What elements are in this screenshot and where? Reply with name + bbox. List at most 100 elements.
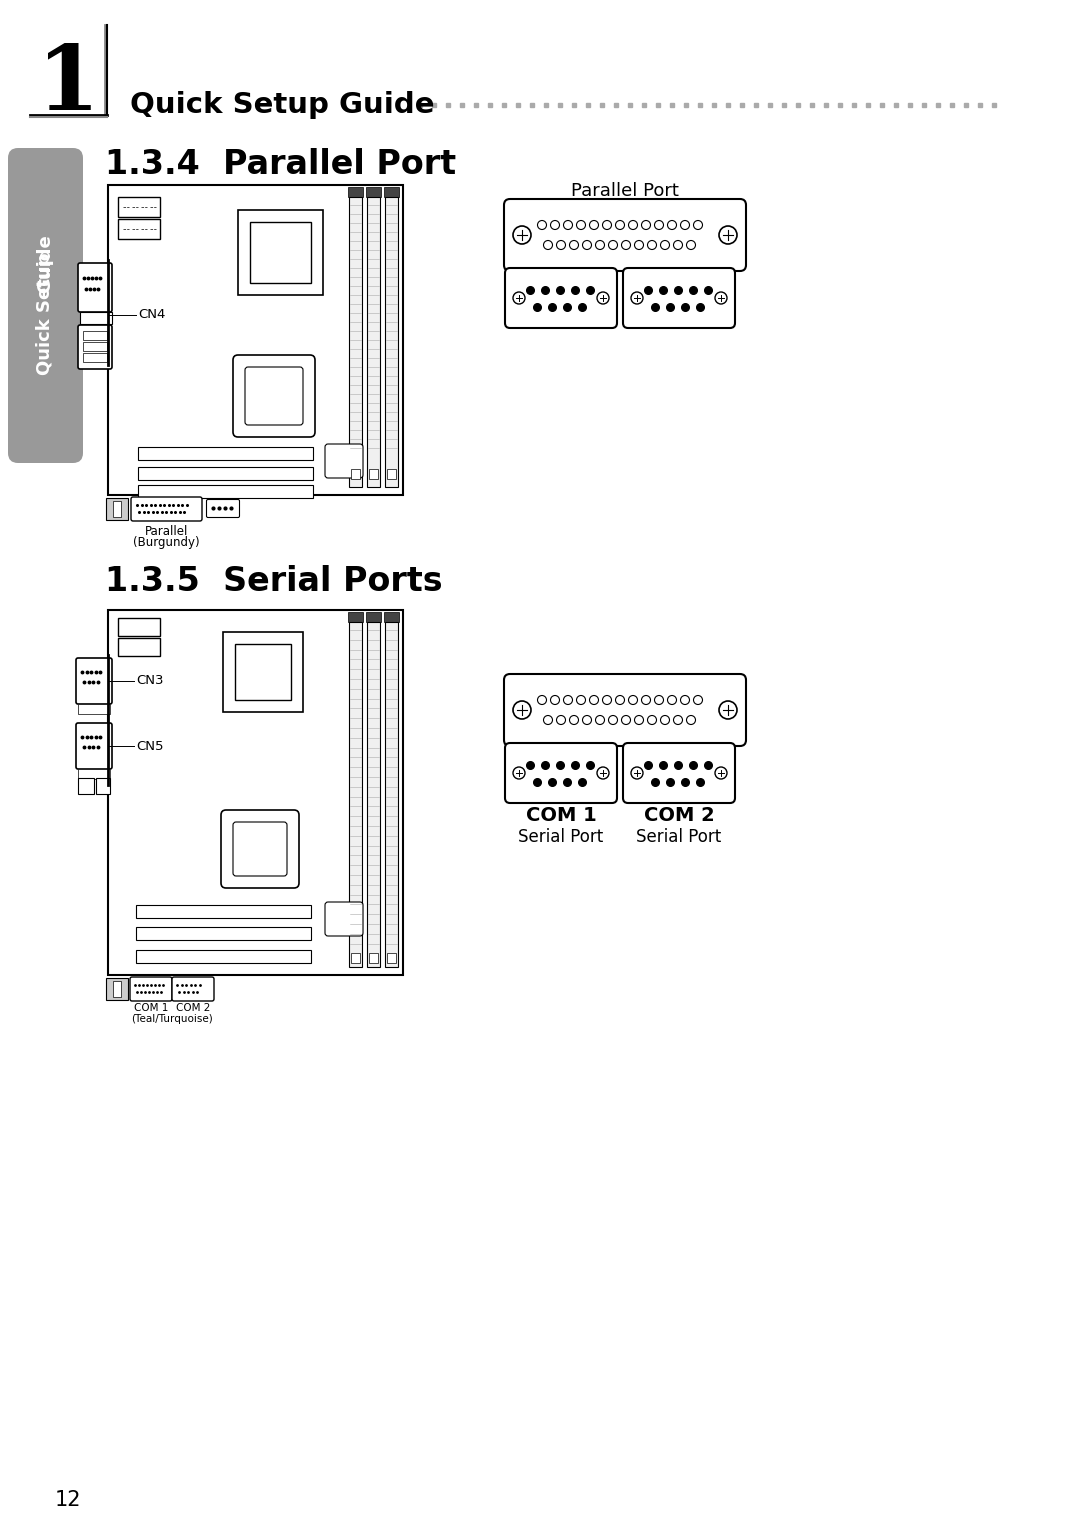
Text: CN4: CN4 (138, 309, 165, 321)
Bar (387, 953, 396, 963)
Circle shape (654, 220, 663, 229)
Circle shape (569, 240, 579, 249)
Bar (384, 187, 399, 197)
Circle shape (648, 240, 657, 249)
Circle shape (551, 220, 559, 229)
Circle shape (543, 716, 553, 725)
Circle shape (608, 240, 618, 249)
Circle shape (661, 240, 670, 249)
Circle shape (616, 696, 624, 705)
Bar (222, 631, 303, 713)
Circle shape (597, 768, 609, 778)
Text: Quick Setup Guide: Quick Setup Guide (130, 92, 434, 119)
FancyBboxPatch shape (325, 443, 363, 479)
Text: 12: 12 (55, 1489, 81, 1511)
Bar (249, 222, 311, 283)
Bar (138, 446, 313, 460)
Circle shape (629, 696, 637, 705)
FancyBboxPatch shape (505, 743, 617, 803)
FancyBboxPatch shape (76, 723, 112, 769)
Circle shape (719, 226, 737, 245)
FancyBboxPatch shape (78, 263, 112, 312)
Bar (351, 953, 360, 963)
Circle shape (661, 716, 670, 725)
Circle shape (687, 716, 696, 725)
Bar (136, 950, 311, 963)
Circle shape (631, 768, 643, 778)
Circle shape (693, 696, 702, 705)
Circle shape (680, 696, 689, 705)
FancyBboxPatch shape (325, 902, 363, 936)
Bar (80, 312, 112, 324)
FancyBboxPatch shape (206, 500, 240, 517)
Bar (113, 982, 121, 997)
Circle shape (635, 716, 644, 725)
Circle shape (648, 716, 657, 725)
Text: Parallel: Parallel (145, 524, 188, 538)
Circle shape (715, 768, 727, 778)
Circle shape (642, 220, 650, 229)
Bar (366, 612, 381, 622)
Bar (118, 638, 160, 656)
Circle shape (629, 220, 637, 229)
Bar (106, 979, 129, 1000)
Circle shape (595, 240, 605, 249)
Text: Guide: Guide (37, 234, 54, 294)
Circle shape (674, 240, 683, 249)
FancyBboxPatch shape (131, 497, 202, 521)
FancyBboxPatch shape (233, 823, 287, 876)
FancyBboxPatch shape (245, 367, 303, 425)
Circle shape (513, 226, 531, 245)
Circle shape (513, 292, 525, 304)
Circle shape (715, 292, 727, 304)
Circle shape (631, 292, 643, 304)
Bar (349, 197, 362, 488)
Text: (Burgundy): (Burgundy) (133, 537, 200, 549)
Bar (348, 612, 363, 622)
Bar (369, 469, 378, 479)
Text: COM 1: COM 1 (134, 1003, 168, 1014)
Circle shape (603, 696, 611, 705)
Circle shape (597, 292, 609, 304)
Bar (106, 498, 129, 520)
Circle shape (674, 716, 683, 725)
Circle shape (513, 768, 525, 778)
Circle shape (513, 700, 531, 719)
Circle shape (538, 220, 546, 229)
Bar (108, 185, 403, 495)
Bar (136, 927, 311, 940)
Circle shape (590, 220, 598, 229)
Bar (113, 502, 121, 517)
Bar (367, 622, 380, 966)
Circle shape (551, 696, 559, 705)
FancyBboxPatch shape (505, 268, 617, 329)
Circle shape (635, 240, 644, 249)
FancyBboxPatch shape (504, 199, 746, 271)
Circle shape (556, 716, 566, 725)
Text: 1.3.5  Serial Ports: 1.3.5 Serial Ports (105, 566, 443, 598)
Bar (78, 778, 94, 794)
Text: 1.3.4  Parallel Port: 1.3.4 Parallel Port (105, 148, 456, 180)
Bar (384, 197, 399, 488)
Circle shape (642, 696, 650, 705)
Circle shape (577, 220, 585, 229)
Circle shape (603, 220, 611, 229)
Circle shape (582, 716, 592, 725)
FancyBboxPatch shape (8, 148, 83, 463)
Bar (83, 330, 107, 339)
FancyBboxPatch shape (623, 743, 735, 803)
FancyBboxPatch shape (504, 674, 746, 746)
Bar (238, 209, 323, 295)
Bar (349, 622, 362, 966)
Text: CN5: CN5 (136, 740, 163, 752)
Circle shape (621, 716, 631, 725)
Bar (118, 618, 160, 636)
Circle shape (582, 240, 592, 249)
Text: 1: 1 (37, 41, 99, 128)
Circle shape (590, 696, 598, 705)
Bar (83, 353, 107, 362)
Bar (108, 610, 403, 976)
Bar (118, 197, 160, 217)
Bar (351, 469, 360, 479)
Bar (235, 644, 291, 700)
